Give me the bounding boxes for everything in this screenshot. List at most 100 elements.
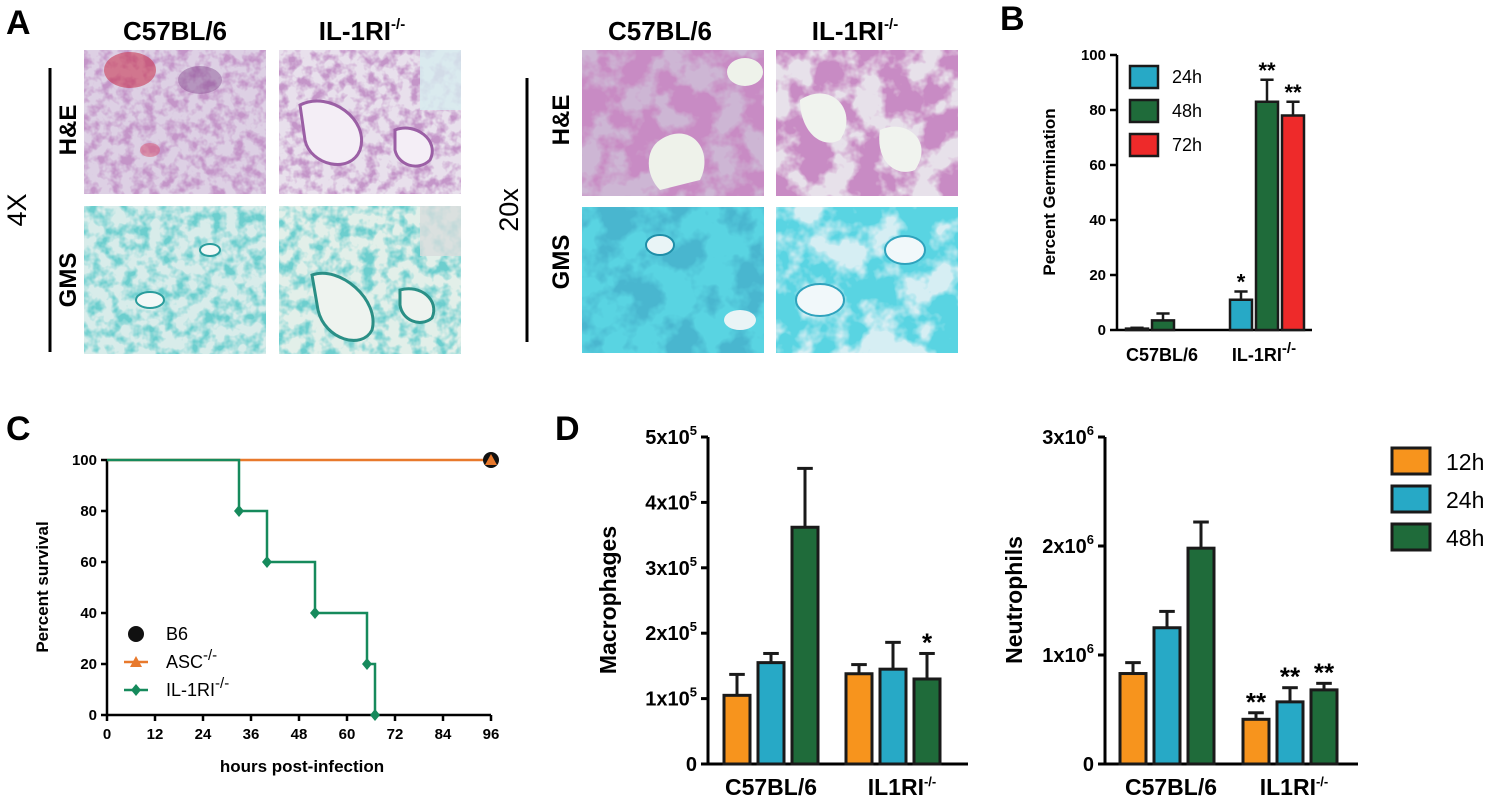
- y-axis-label-macrophages: Macrophages: [595, 526, 621, 674]
- x-tick-label: 12: [147, 726, 164, 743]
- x-tick-label: 84: [435, 726, 452, 743]
- col-header-il1ri-20x: IL-1RI-/-: [812, 16, 898, 46]
- legend-label-48h: 48h: [1172, 101, 1202, 121]
- marker-il-1ri: [310, 607, 320, 619]
- legend-label-72h: 72h: [1172, 135, 1202, 155]
- neutrophils-chart: 0 1x106 2x106 3x106 ** ** **: [1042, 423, 1358, 776]
- y-tick-label: 100: [72, 452, 97, 469]
- panel-label-d: D: [555, 410, 580, 448]
- legend-label-b6: B6: [166, 624, 188, 644]
- y-tick-label: 40: [80, 605, 97, 622]
- micrograph-he-c57bl6-4x: [84, 50, 266, 194]
- significance-marker: **: [1280, 662, 1301, 692]
- bar-48h-c57bl-6: [1150, 319, 1176, 332]
- mag-label-4x: 4X: [2, 193, 32, 226]
- micrograph-he-c57bl6-20x: [582, 50, 764, 196]
- x-axis-label-survival: hours post-infection: [220, 757, 384, 776]
- legend-swatch-24h: [1128, 64, 1160, 90]
- micrograph-gms-c57bl6-4x: [84, 206, 266, 354]
- bar-48h-c57bl-6: [790, 525, 820, 766]
- legend-swatch-48h: [1128, 98, 1160, 124]
- y-tick-label: 5x105: [645, 423, 697, 449]
- y-tick-label: 80: [1089, 102, 1106, 119]
- y-tick-label: 0: [686, 754, 697, 776]
- bar-48h-il1ri: [1309, 688, 1339, 766]
- y-tick-label: 1x106: [1042, 641, 1094, 667]
- bar-24h-il1ri: [1275, 700, 1305, 766]
- x-tick-label: 0: [103, 726, 111, 743]
- micrograph-gms-il1ri-4x: [279, 206, 461, 354]
- significance-marker: **: [1246, 687, 1267, 717]
- legend-label-48h: 48h: [1446, 525, 1484, 551]
- bar-48h-c57bl-6: [1186, 546, 1216, 766]
- col-header-c57bl6-20x: C57BL/6: [608, 16, 712, 46]
- y-tick-label: 40: [1089, 212, 1106, 229]
- legend-label-12h: 12h: [1446, 449, 1484, 475]
- micrograph-gms-c57bl6-20x: [582, 207, 764, 353]
- micrograph-gms-il1ri-20x: [776, 207, 958, 353]
- bar-12h-c57bl-6: [1118, 672, 1148, 766]
- bar-72h-il-1ri: [1280, 114, 1306, 332]
- legend-swatch-72h: [1128, 132, 1160, 158]
- row-label-gms-20x: GMS: [548, 235, 575, 290]
- bar-24h-c57bl-6: [1152, 626, 1182, 766]
- row-label-he-4x: H&E: [55, 105, 82, 156]
- panel-label-b: B: [1000, 0, 1025, 38]
- legend-marker-b6: [128, 626, 144, 642]
- time-legend: 12h 24h 48h: [1390, 446, 1484, 552]
- y-tick-label: 4x105: [645, 488, 697, 514]
- col-header-il1ri-4x: IL-1RI-/-: [319, 16, 405, 46]
- y-tick-label: 0: [1083, 754, 1094, 776]
- y-tick-label: 2x106: [1042, 532, 1094, 558]
- panel-label-c: C: [6, 410, 31, 448]
- bar-48h-il1ri: [912, 677, 942, 766]
- legend-marker-asc: [130, 656, 142, 667]
- bar-24h-c57bl-6: [756, 661, 786, 766]
- x-tick-label: 60: [339, 726, 356, 743]
- bar-24h-il1ri: [878, 667, 908, 766]
- survival-line-il-1ri: [107, 458, 377, 715]
- marker-il-1ri: [262, 556, 272, 568]
- bar-12h-il1ri: [844, 672, 874, 766]
- y-axis-label-neutrophils: Neutrophils: [1001, 536, 1027, 664]
- category-label-c57bl6-macrophages: C57BL/6: [725, 774, 817, 800]
- col-header-c57bl6-4x: C57BL/6: [123, 16, 227, 46]
- x-tick-label: 96: [483, 726, 500, 743]
- marker-il-1ri: [234, 505, 244, 517]
- significance-marker: *: [922, 627, 933, 657]
- category-label-c57bl6: C57BL/6: [1126, 345, 1198, 365]
- survival-chart: 0 20 40 60 80 100 0 12 24 36 48 60 72 84 96 B6 ASC-/- IL-…: [72, 452, 499, 743]
- y-tick-label: 0: [89, 707, 97, 724]
- marker-il-1ri: [370, 709, 380, 721]
- legend-swatch-48h: [1390, 522, 1432, 552]
- x-tick-label: 48: [291, 726, 308, 743]
- marker-il-1ri: [362, 658, 372, 670]
- bar-24h-il-1ri: [1228, 298, 1254, 332]
- legend-label-il-1ri: IL-1RI-/-: [166, 675, 229, 700]
- row-label-he-20x: H&E: [548, 95, 575, 146]
- y-axis-label-survival: Percent survival: [33, 521, 52, 652]
- y-axis-label-germination: Percent Germination: [1040, 108, 1059, 275]
- y-tick-label: 60: [80, 554, 97, 571]
- y-tick-label: 1x105: [645, 685, 697, 711]
- y-tick-label: 100: [1081, 47, 1106, 64]
- y-tick-label: 2x105: [645, 619, 697, 645]
- category-label-il1ri-neutrophils: IL1RI-/-: [1260, 774, 1329, 800]
- significance-marker: **: [1258, 58, 1276, 83]
- y-tick-label: 80: [80, 503, 97, 520]
- bar-48h-il-1ri: [1254, 100, 1280, 332]
- row-label-gms-4x: GMS: [55, 253, 82, 308]
- bar-12h-c57bl-6: [722, 693, 752, 766]
- y-tick-label: 3x105: [645, 554, 697, 580]
- micrograph-he-il1ri-4x: [279, 50, 461, 194]
- category-label-il1ri-macrophages: IL1RI-/-: [868, 774, 937, 800]
- legend-label-24h: 24h: [1172, 67, 1202, 87]
- panel-label-a: A: [6, 4, 31, 42]
- legend-swatch-24h: [1390, 484, 1432, 514]
- x-tick-label: 36: [243, 726, 260, 743]
- micrograph-he-il1ri-20x: [776, 50, 958, 196]
- mag-label-20x: 20x: [494, 188, 524, 232]
- y-tick-label: 3x106: [1042, 423, 1094, 449]
- marker-asc: [485, 454, 497, 465]
